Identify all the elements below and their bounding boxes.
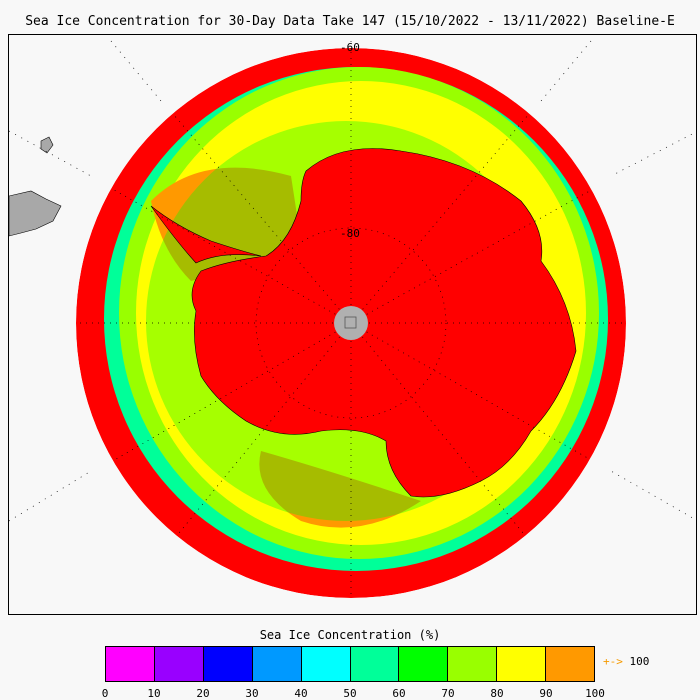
polar-map: [9, 40, 696, 598]
colorbar-swatch-7: [448, 647, 498, 681]
south-america-land: [9, 190, 62, 237]
colorbar-swatch-9: [546, 647, 595, 681]
falkland-islands: [40, 136, 54, 154]
over-label: 100: [629, 655, 650, 668]
lat-label-60: -60: [340, 41, 360, 54]
colorbar-swatch-0: [106, 647, 155, 681]
colorbar-swatch-6: [399, 647, 449, 681]
graticule-outer: [9, 40, 696, 522]
colorbar-swatch-4: [301, 647, 351, 681]
colorbar-tick-label: 0: [101, 687, 109, 700]
map-frame: -60 -80: [8, 34, 697, 615]
colorbar-tick-label: 60: [392, 687, 406, 700]
graticule: [76, 48, 626, 598]
over-arrow: +->: [603, 655, 623, 668]
colorbar-swatch-8: [497, 647, 547, 681]
colorbar-tick-label: 30: [245, 687, 259, 700]
pole-marker: [344, 316, 357, 329]
colorbar-tick-label: 80: [490, 687, 504, 700]
pole-hole: [334, 306, 368, 340]
colorbar-title: Sea Ice Concentration (%): [259, 628, 441, 642]
colorbar: [105, 646, 595, 682]
colorbar-tick-label: 90: [539, 687, 553, 700]
colorbar-swatch-3: [252, 647, 302, 681]
colorbar-tick-label: 100: [585, 687, 605, 700]
lat-label-80: -80: [340, 227, 360, 240]
colorbar-tick-label: 50: [343, 687, 357, 700]
colorbar-tick-label: 70: [441, 687, 455, 700]
ice-band-orange: [151, 167, 421, 528]
colorbar-tick-label: 40: [294, 687, 308, 700]
colorbar-swatch-2: [203, 647, 253, 681]
over-range-indicator: +-> 100: [603, 655, 649, 668]
colorbar-swatch-1: [154, 647, 204, 681]
map-title: Sea Ice Concentration for 30-Day Data Ta…: [25, 14, 675, 29]
colorbar-tick-label: 20: [196, 687, 210, 700]
colorbar-swatch-5: [350, 647, 400, 681]
colorbar-tick-label: 10: [147, 687, 161, 700]
